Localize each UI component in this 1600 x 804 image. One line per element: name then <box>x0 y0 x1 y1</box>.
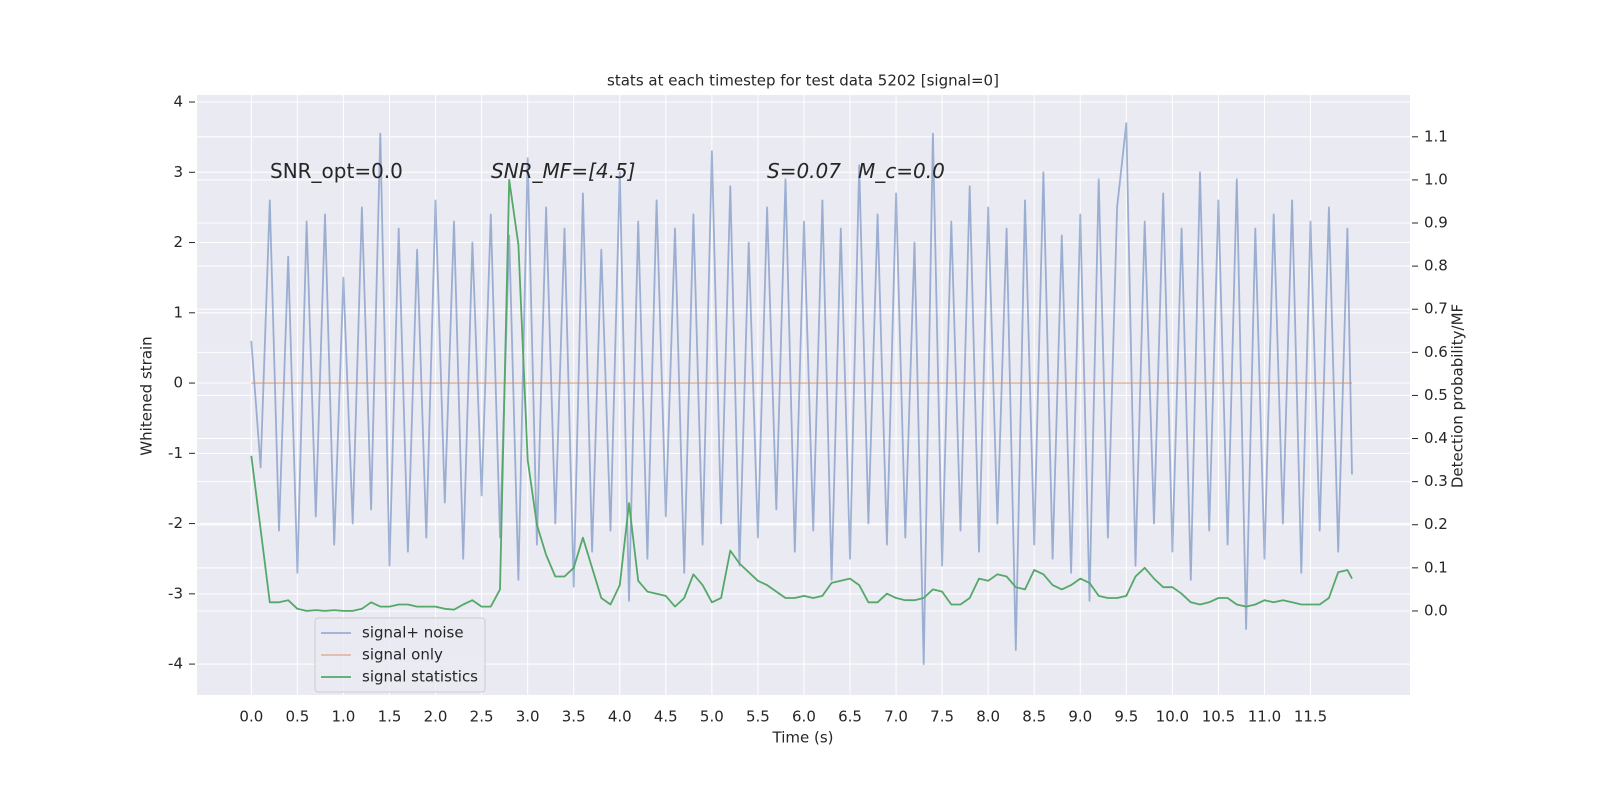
x-tick-label: 10.0 <box>1156 708 1189 726</box>
y-tick-label: -4 <box>168 655 183 673</box>
x-tick-label: 11.0 <box>1248 708 1281 726</box>
y2-tick-label: 0.3 <box>1424 472 1448 490</box>
y2-tick-label: 0.5 <box>1424 386 1448 404</box>
y2-tick-label: 0.9 <box>1424 214 1448 232</box>
y-axis-label: Whitened strain <box>138 336 156 455</box>
y2-tick-label: 0.8 <box>1424 257 1448 275</box>
annotation: S=0.07 <box>767 159 841 183</box>
y2-tick-label: 0.0 <box>1424 601 1448 619</box>
legend-label: signal+ noise <box>362 624 464 642</box>
x-tick-label: 7.5 <box>930 708 954 726</box>
legend-box <box>314 617 486 693</box>
x-tick-label: 4.0 <box>608 708 632 726</box>
x-tick-label: 10.5 <box>1202 708 1235 726</box>
y2-axis-label: Detection probability/MF <box>1449 304 1467 488</box>
legend-label: signal only <box>362 646 443 664</box>
chart-title: stats at each timestep for test data 520… <box>607 72 999 90</box>
y-tick-label: 2 <box>173 233 183 251</box>
y2-tick-label: 0.2 <box>1424 515 1448 533</box>
x-tick-label: 3.0 <box>516 708 540 726</box>
y-tick-label: -1 <box>168 444 183 462</box>
x-tick-label: 2.0 <box>424 708 448 726</box>
x-tick-label: 2.5 <box>470 708 494 726</box>
annotation: SNR_MF=[4.5] <box>491 159 635 183</box>
x-tick-label: 4.5 <box>654 708 678 726</box>
y2-tick-label: 1.1 <box>1424 127 1448 145</box>
x-tick-label: 3.5 <box>562 708 586 726</box>
y-tick-label: 3 <box>173 163 183 181</box>
series-line <box>250 179 1353 612</box>
y2-tick-label: 0.1 <box>1424 558 1448 576</box>
annotation: SNR_opt=0.0 <box>270 159 403 183</box>
y2-tick-label: 0.6 <box>1424 343 1448 361</box>
y2-tick-label: 0.7 <box>1424 300 1448 318</box>
y2-tick-label: 1.0 <box>1424 170 1448 188</box>
x-tick-label: 0.5 <box>285 708 309 726</box>
y-tick-label: -3 <box>168 584 183 602</box>
y-tick-label: 1 <box>173 303 183 321</box>
x-axis-label: Time (s) <box>772 729 834 747</box>
x-tick-label: 6.5 <box>838 708 862 726</box>
legend-label: signal statistics <box>362 668 478 686</box>
x-tick-label: 5.0 <box>700 708 724 726</box>
x-tick-label: 0.0 <box>239 708 263 726</box>
x-tick-label: 8.5 <box>1022 708 1046 726</box>
x-tick-label: 6.0 <box>792 708 816 726</box>
x-tick-label: 9.0 <box>1068 708 1092 726</box>
y-tick-label: -2 <box>168 514 183 532</box>
series-line <box>250 122 1353 665</box>
annotation: M_c=0.0 <box>858 159 945 183</box>
x-tick-label: 5.5 <box>746 708 770 726</box>
y2-tick-label: 0.4 <box>1424 429 1448 447</box>
x-tick-label: 9.5 <box>1114 708 1138 726</box>
x-tick-label: 7.0 <box>884 708 908 726</box>
x-tick-label: 11.5 <box>1294 708 1327 726</box>
x-tick-label: 8.0 <box>976 708 1000 726</box>
x-tick-label: 1.5 <box>378 708 402 726</box>
x-tick-label: 1.0 <box>332 708 356 726</box>
y-tick-label: 0 <box>173 374 183 392</box>
y-tick-label: 4 <box>173 93 183 111</box>
